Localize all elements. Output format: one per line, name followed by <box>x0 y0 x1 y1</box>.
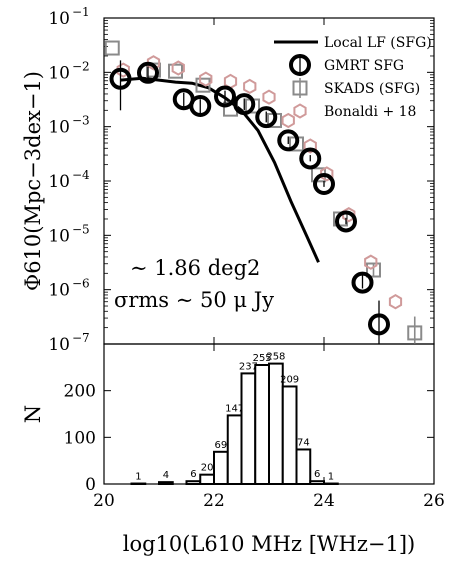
hist-ytick-label: 200 <box>64 382 96 402</box>
hist-bar <box>228 415 242 484</box>
x-axis-label: log10(L610 MHz [WHz−1]) <box>123 532 415 556</box>
hist-count-label: 74 <box>297 437 310 448</box>
hist-bar <box>242 373 256 484</box>
hist-count-label: 6 <box>314 469 320 480</box>
legend-label: Local LF (SFG) <box>324 35 432 51</box>
hist-count-label: 6 <box>190 469 196 480</box>
sigma-annotation: σrms ∼ 50 μ Jy <box>114 288 274 312</box>
skads-point <box>169 65 182 78</box>
lf-ytick-label: 10 <box>48 9 70 29</box>
lf-ytick-label: 10 <box>48 63 70 83</box>
lf-ytick-label: 10 <box>48 281 70 301</box>
lf-ytick-exponent: −3 <box>72 114 90 128</box>
legend: Local LF (SFG) GMRT SFG SKADS (SFG) Bonaldi… <box>274 35 432 120</box>
area-annotation: ∼ 1.86 deg2 <box>130 256 260 280</box>
hist-bar <box>310 481 324 484</box>
hist-ylabel: N <box>21 405 45 423</box>
hist-count-label: 258 <box>266 352 285 363</box>
legend-label: GMRT SFG <box>324 58 404 74</box>
bonaldi-point <box>390 295 401 308</box>
lf-ytick-exponent: −4 <box>72 168 90 182</box>
legend-label: SKADS (SFG) <box>324 81 420 97</box>
hist-xtick-label: 22 <box>203 491 225 511</box>
lf-ytick-label: 10 <box>48 226 70 246</box>
hist-count-label: 20 <box>201 463 214 474</box>
bonaldi-point <box>244 80 255 93</box>
skads-point <box>106 42 119 55</box>
hist-count-label: 4 <box>163 470 169 481</box>
hist-bar <box>200 475 214 484</box>
hist-bar <box>297 449 311 484</box>
hist-bar <box>187 481 201 484</box>
bonaldi-point <box>365 256 376 269</box>
hist-count-label: 1 <box>328 472 334 483</box>
legend-label: Bonaldi + 18 <box>324 104 416 120</box>
hist-bar <box>214 452 228 484</box>
lf-ytick-exponent: −1 <box>72 5 90 19</box>
hist-xtick-label: 26 <box>423 491 445 511</box>
hist-bar <box>283 386 297 484</box>
hist-count-label: 1 <box>135 472 141 483</box>
lf-ylabel: Φ610(Mpc−3dex−1) <box>21 71 45 291</box>
legend-hexagon-swatch <box>294 105 305 118</box>
hist-xtick-label: 24 <box>313 491 335 511</box>
lf-ytick-exponent: −7 <box>72 331 90 345</box>
lf-ytick-exponent: −2 <box>72 59 90 73</box>
hist-count-label: 209 <box>280 374 299 385</box>
bonaldi-point <box>263 91 274 104</box>
hist-bar <box>159 482 173 484</box>
lf-ytick-exponent: −5 <box>72 222 90 236</box>
hist-count-label: 69 <box>215 440 228 451</box>
lf-ytick-label: 10 <box>48 172 70 192</box>
bonaldi-point <box>283 114 294 127</box>
hist-bar <box>255 365 269 484</box>
hist-ytick-label: 100 <box>64 428 96 448</box>
hist-xtick-label: 20 <box>93 491 115 511</box>
lf-ytick-label: 10 <box>48 335 70 355</box>
lf-ytick-exponent: −6 <box>72 277 90 291</box>
lf-ytick-label: 10 <box>48 118 70 138</box>
